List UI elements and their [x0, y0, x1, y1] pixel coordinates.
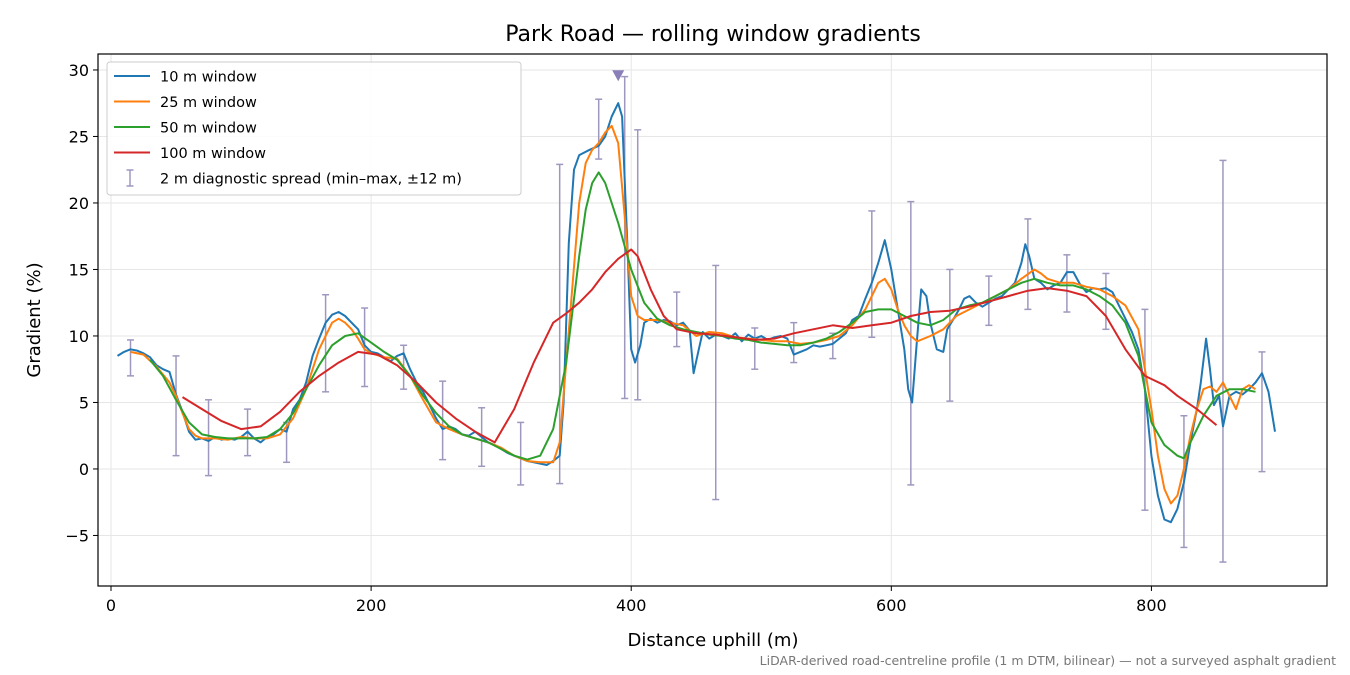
y-tick-label: 5 [79, 393, 89, 412]
peak-marker-triangle [612, 70, 625, 82]
diagnostic-spread-bar [361, 307, 369, 388]
axis-ticks: 0 200 400 600 800 −5 0 5 10 15 20 25 30 [65, 61, 1166, 615]
series-line-10m [116, 102, 1276, 524]
legend: 10 m window 25 m window 50 m window 100 … [106, 61, 522, 196]
diagnostic-spread-bar [946, 268, 954, 402]
legend-label-diagnostic-spread: 2 m diagnostic spread (min–max, ±12 m) [160, 172, 462, 188]
diagnostic-spread-bar [621, 75, 629, 400]
diagnostic-spread-bar [1258, 351, 1266, 473]
x-tick-label: 200 [356, 596, 387, 615]
legend-label-25m: 25 m window [160, 95, 257, 111]
diagnostic-spread-bar [517, 421, 525, 486]
diagnostic-spread-bar [127, 339, 135, 377]
y-tick-label: 0 [79, 460, 89, 479]
x-axis-label: Distance uphill (m) [628, 630, 799, 651]
footnote: LiDAR-derived road-centreline profile (1… [760, 653, 1336, 668]
y-tick-label: −5 [65, 526, 89, 545]
y-tick-label: 20 [69, 194, 89, 213]
diagnostic-spread-bar [751, 327, 759, 370]
legend-swatch-diagnostic-spread [126, 169, 134, 187]
series-lines [116, 102, 1276, 524]
diagnostic-spread-bar [172, 355, 180, 457]
chart-title: Park Road — rolling window gradients [505, 22, 921, 47]
legend-label-50m: 50 m window [160, 121, 257, 137]
diagnostic-spread-bar [322, 293, 330, 393]
diagnostic-spread-bar [907, 200, 915, 486]
plot-frame [97, 53, 1328, 587]
x-tick-label: 600 [876, 596, 907, 615]
y-tick-label: 15 [69, 260, 89, 279]
diagnostic-spread-bar [673, 291, 681, 348]
diagnostic-spread-bar [1219, 159, 1227, 563]
diagnostic-spread-bar [1141, 308, 1149, 511]
diagnostic-spread-bar [868, 210, 876, 339]
y-tick-label: 30 [69, 61, 89, 80]
series-line-50m [149, 171, 1256, 461]
y-tick-label: 25 [69, 127, 89, 146]
legend-label-10m: 10 m window [160, 70, 257, 86]
diagnostic-spread-bar [595, 98, 603, 160]
x-tick-label: 0 [106, 596, 116, 615]
series-line-25m [130, 124, 1257, 505]
diagnostic-spread-bar [712, 264, 720, 501]
legend-frame [106, 61, 522, 196]
y-tick-label: 10 [69, 327, 89, 346]
diagnostic-spread-bar [1024, 218, 1032, 311]
x-tick-label: 400 [616, 596, 647, 615]
series-line-100m [181, 248, 1218, 444]
diagnostic-spread-bars [127, 75, 1266, 563]
peak-marker [612, 70, 625, 82]
x-tick-label: 800 [1136, 596, 1167, 615]
y-axis-label: Gradient (%) [24, 262, 45, 377]
legend-label-100m: 100 m window [160, 146, 266, 162]
